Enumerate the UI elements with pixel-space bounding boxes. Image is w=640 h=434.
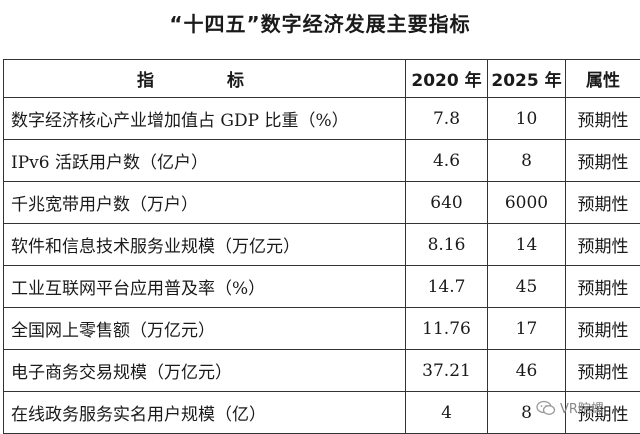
indicators-table: 指 标 2020 年 2025 年 属性 数字经济核心产业增加值占 GDP 比重…: [3, 59, 640, 434]
value-2025-cell: 14: [488, 224, 566, 266]
value-2025-cell: 8: [488, 140, 566, 182]
indicator-cell: IPv6 活跃用户数（亿户）: [4, 140, 406, 182]
attribute-cell: 预期性: [566, 98, 640, 140]
indicator-cell: 软件和信息技术服务业规模（万亿元）: [4, 224, 406, 266]
header-2025: 2025 年: [488, 60, 566, 98]
value-2020-cell: 4.6: [406, 140, 488, 182]
attribute-cell: 预期性: [566, 182, 640, 224]
value-2020-cell: 640: [406, 182, 488, 224]
attribute-cell: 预期性: [566, 140, 640, 182]
attribute-cell: 预期性: [566, 266, 640, 308]
watermark: VR陀螺: [536, 398, 604, 417]
attribute-cell: 预期性: [566, 224, 640, 266]
value-2020-cell: 14.7: [406, 266, 488, 308]
table-header-row: 指 标 2020 年 2025 年 属性: [4, 60, 640, 98]
value-2020-cell: 8.16: [406, 224, 488, 266]
table-row: IPv6 活跃用户数（亿户） 4.6 8 预期性: [4, 140, 640, 182]
value-2020-cell: 37.21: [406, 350, 488, 392]
indicator-cell: 在线政务服务实名用户规模（亿）: [4, 392, 406, 434]
attribute-cell: 预期性: [566, 308, 640, 350]
value-2025-cell: 17: [488, 308, 566, 350]
indicator-cell: 工业互联网平台应用普及率（%）: [4, 266, 406, 308]
header-indicator: 指 标: [4, 60, 406, 98]
value-2020-cell: 7.8: [406, 98, 488, 140]
table-row: 电子商务交易规模（万亿元） 37.21 46 预期性: [4, 350, 640, 392]
value-2025-cell: 46: [488, 350, 566, 392]
indicator-cell: 电子商务交易规模（万亿元）: [4, 350, 406, 392]
value-2020-cell: 4: [406, 392, 488, 434]
header-attribute: 属性: [566, 60, 640, 98]
value-2025-cell: 6000: [488, 182, 566, 224]
wechat-icon: [536, 400, 556, 416]
table-row: 工业互联网平台应用普及率（%） 14.7 45 预期性: [4, 266, 640, 308]
table-title: “十四五”数字经济发展主要指标: [0, 8, 640, 37]
watermark-text: VR陀螺: [560, 398, 604, 417]
header-2020: 2020 年: [406, 60, 488, 98]
value-2025-cell: 10: [488, 98, 566, 140]
indicator-cell: 全国网上零售额（万亿元）: [4, 308, 406, 350]
indicator-cell: 千兆宽带用户数（万户）: [4, 182, 406, 224]
table-row: 全国网上零售额（万亿元） 11.76 17 预期性: [4, 308, 640, 350]
attribute-cell: 预期性: [566, 350, 640, 392]
table-row: 软件和信息技术服务业规模（万亿元） 8.16 14 预期性: [4, 224, 640, 266]
table-row: 数字经济核心产业增加值占 GDP 比重（%） 7.8 10 预期性: [4, 98, 640, 140]
table-row: 千兆宽带用户数（万户） 640 6000 预期性: [4, 182, 640, 224]
value-2020-cell: 11.76: [406, 308, 488, 350]
indicator-cell: 数字经济核心产业增加值占 GDP 比重（%）: [4, 98, 406, 140]
value-2025-cell: 45: [488, 266, 566, 308]
